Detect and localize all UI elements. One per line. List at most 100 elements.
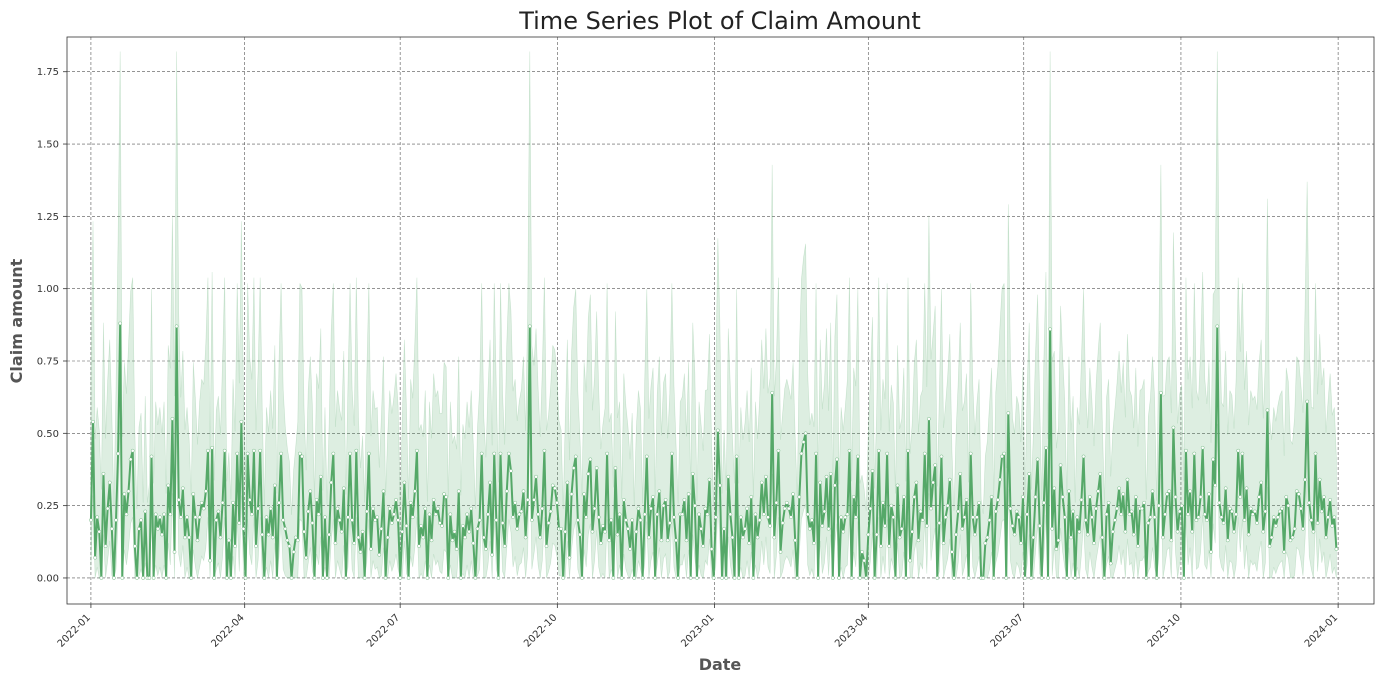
data-point (1319, 509, 1324, 514)
data-point (1152, 515, 1157, 520)
data-point (724, 576, 729, 580)
data-point (889, 503, 894, 508)
data-point (1096, 489, 1100, 493)
data-point (1255, 521, 1259, 525)
data-point (147, 576, 152, 580)
data-point (956, 509, 960, 514)
data-point (523, 535, 528, 540)
data-point (954, 532, 958, 537)
data-point (774, 500, 779, 505)
data-point (918, 509, 923, 514)
data-point (469, 506, 474, 511)
data-point (331, 451, 336, 456)
data-point (971, 515, 975, 520)
data-point (231, 500, 235, 505)
data-point (680, 512, 685, 517)
data-point (471, 541, 476, 546)
data-point (1169, 538, 1174, 543)
data-point (845, 512, 850, 517)
data-point (118, 321, 122, 326)
data-point (1205, 518, 1209, 522)
data-point (1163, 512, 1167, 517)
data-point (1023, 576, 1027, 580)
data-point (739, 515, 743, 520)
data-point (473, 576, 478, 580)
data-point (135, 576, 139, 580)
data-point (1271, 515, 1276, 520)
data-point (1188, 489, 1192, 493)
data-point (939, 454, 944, 459)
x-tick-label: 2022-07 (365, 612, 402, 649)
data-point (1190, 529, 1195, 534)
data-point (1261, 529, 1266, 534)
data-point (826, 526, 831, 531)
data-point (690, 472, 695, 476)
data-point (1202, 512, 1207, 517)
data-point (897, 535, 902, 540)
data-point (904, 576, 908, 580)
data-point (1004, 576, 1009, 580)
data-point (743, 526, 747, 531)
data-point (862, 558, 866, 563)
data-point (853, 515, 858, 520)
data-point (839, 515, 843, 520)
data-point (110, 526, 114, 531)
data-point (983, 541, 988, 546)
data-point (975, 515, 979, 520)
data-point (565, 480, 570, 485)
data-point (358, 550, 363, 554)
data-point (252, 448, 256, 453)
data-point (569, 492, 574, 496)
data-point (1263, 509, 1268, 514)
data-point (500, 521, 505, 525)
data-point (1085, 532, 1090, 537)
data-point (791, 492, 795, 496)
data-point (816, 576, 820, 580)
data-point (966, 576, 971, 580)
data-point (814, 451, 818, 456)
data-point (1029, 576, 1034, 580)
data-point (655, 512, 660, 517)
data-point (881, 500, 885, 505)
data-point (653, 576, 657, 580)
data-point (534, 474, 538, 479)
data-point (1054, 547, 1059, 551)
data-point (728, 512, 733, 517)
data-point (1307, 500, 1312, 505)
data-point (321, 576, 325, 580)
data-point (97, 529, 102, 534)
data-point (492, 451, 497, 456)
data-point (519, 509, 524, 514)
data-point (314, 498, 319, 502)
data-point (423, 506, 428, 511)
data-point (787, 506, 791, 511)
data-point (1014, 509, 1019, 514)
data-point (1052, 486, 1057, 491)
data-point (235, 451, 239, 456)
data-point (431, 498, 436, 502)
data-point (1027, 472, 1032, 476)
data-point (1044, 445, 1048, 450)
data-point (991, 576, 996, 580)
x-tick-label: 2022-04 (209, 612, 246, 649)
data-point (266, 532, 271, 537)
data-point (283, 526, 288, 531)
y-axis-ticks: 0.00 0.25 0.50 0.75 1.00 1.25 1.50 1.75 (37, 67, 67, 584)
x-tick-label: 2022-10 (522, 612, 559, 649)
data-point (1246, 532, 1251, 537)
data-point (1317, 477, 1322, 482)
data-point (1236, 448, 1240, 453)
data-point (277, 500, 281, 505)
data-point (782, 506, 787, 511)
data-point (1056, 538, 1061, 543)
data-point (590, 529, 595, 534)
data-point (1177, 509, 1182, 514)
data-point (1248, 506, 1253, 511)
data-point (720, 576, 724, 580)
data-point (208, 558, 212, 563)
data-point (172, 550, 177, 554)
data-point (872, 576, 877, 580)
data-point (860, 550, 864, 554)
data-point (920, 518, 925, 522)
data-point (899, 526, 904, 531)
